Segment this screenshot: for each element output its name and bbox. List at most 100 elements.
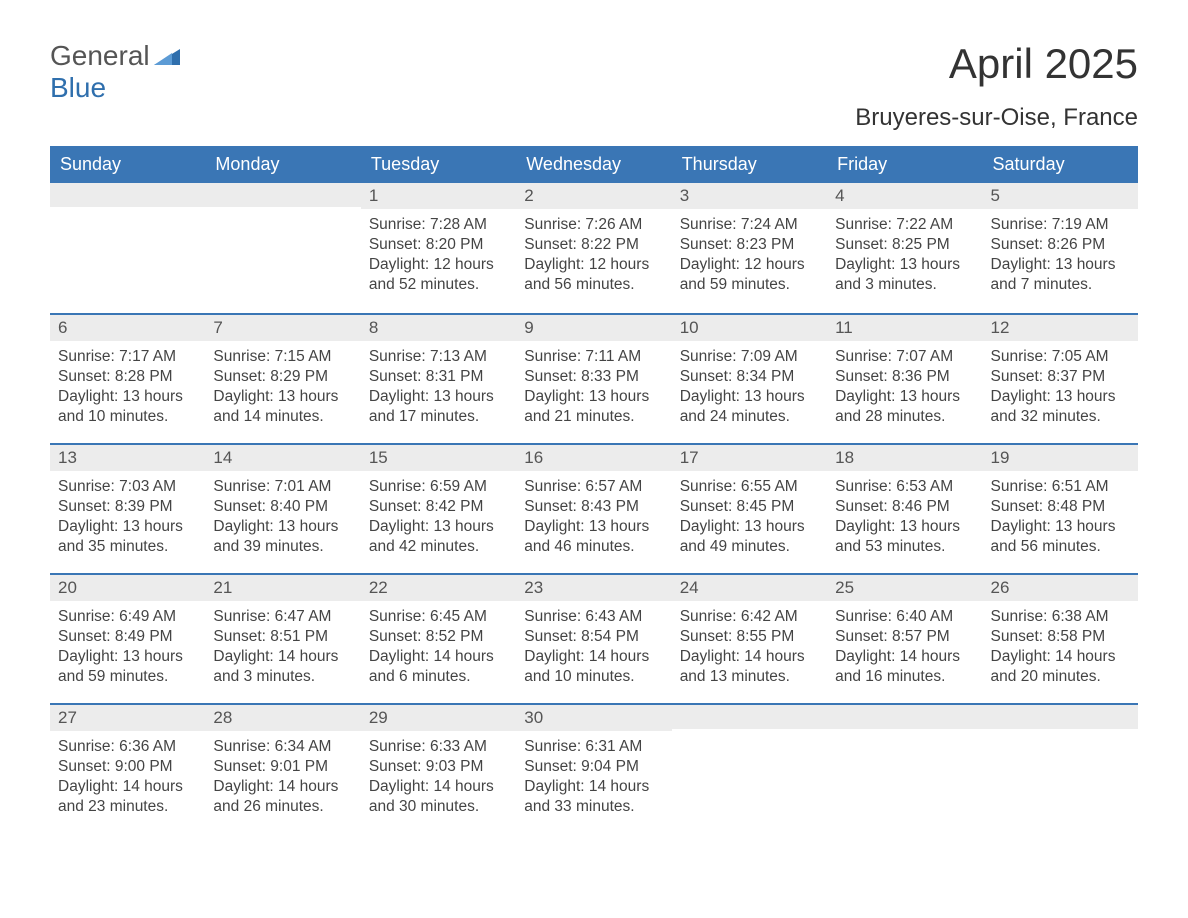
daylight-line1: Daylight: 14 hours [213, 777, 352, 797]
day-number: 30 [516, 703, 671, 731]
sunrise-line: Sunrise: 7:28 AM [369, 215, 508, 235]
day-number: 17 [672, 443, 827, 471]
calendar-cell [672, 703, 827, 833]
sunset-line: Sunset: 8:54 PM [524, 627, 663, 647]
sunrise-line: Sunrise: 6:53 AM [835, 477, 974, 497]
calendar-cell: 4Sunrise: 7:22 AMSunset: 8:25 PMDaylight… [827, 183, 982, 313]
daylight-line1: Daylight: 12 hours [680, 255, 819, 275]
sunrise-line: Sunrise: 6:31 AM [524, 737, 663, 757]
calendar-cell: 19Sunrise: 6:51 AMSunset: 8:48 PMDayligh… [983, 443, 1138, 573]
calendar-cell: 12Sunrise: 7:05 AMSunset: 8:37 PMDayligh… [983, 313, 1138, 443]
calendar-cell: 14Sunrise: 7:01 AMSunset: 8:40 PMDayligh… [205, 443, 360, 573]
daylight-line2: and 32 minutes. [991, 407, 1130, 427]
sunset-line: Sunset: 9:03 PM [369, 757, 508, 777]
day-number: 13 [50, 443, 205, 471]
day-number: 26 [983, 573, 1138, 601]
day-details: Sunrise: 7:13 AMSunset: 8:31 PMDaylight:… [361, 341, 516, 438]
sunset-line: Sunset: 8:37 PM [991, 367, 1130, 387]
day-details: Sunrise: 7:15 AMSunset: 8:29 PMDaylight:… [205, 341, 360, 438]
calendar-cell: 2Sunrise: 7:26 AMSunset: 8:22 PMDaylight… [516, 183, 671, 313]
daylight-line1: Daylight: 13 hours [369, 517, 508, 537]
calendar-cell: 29Sunrise: 6:33 AMSunset: 9:03 PMDayligh… [361, 703, 516, 833]
daylight-line1: Daylight: 13 hours [835, 255, 974, 275]
day-number: 14 [205, 443, 360, 471]
daylight-line1: Daylight: 13 hours [835, 517, 974, 537]
col-sunday: Sunday [50, 146, 205, 183]
day-details: Sunrise: 7:24 AMSunset: 8:23 PMDaylight:… [672, 209, 827, 306]
sunset-line: Sunset: 8:39 PM [58, 497, 197, 517]
sunrise-line: Sunrise: 7:22 AM [835, 215, 974, 235]
brand-word2: Blue [50, 72, 106, 104]
calendar-week-row: 13Sunrise: 7:03 AMSunset: 8:39 PMDayligh… [50, 443, 1138, 573]
day-details: Sunrise: 6:42 AMSunset: 8:55 PMDaylight:… [672, 601, 827, 698]
calendar-cell: 10Sunrise: 7:09 AMSunset: 8:34 PMDayligh… [672, 313, 827, 443]
sunrise-line: Sunrise: 6:47 AM [213, 607, 352, 627]
daylight-line1: Daylight: 14 hours [369, 647, 508, 667]
day-details: Sunrise: 6:31 AMSunset: 9:04 PMDaylight:… [516, 731, 671, 828]
daylight-line2: and 6 minutes. [369, 667, 508, 687]
col-thursday: Thursday [672, 146, 827, 183]
sunrise-line: Sunrise: 6:51 AM [991, 477, 1130, 497]
daylight-line1: Daylight: 14 hours [524, 647, 663, 667]
calendar-cell [827, 703, 982, 833]
sunset-line: Sunset: 8:58 PM [991, 627, 1130, 647]
day-number: 8 [361, 313, 516, 341]
daylight-line2: and 3 minutes. [213, 667, 352, 687]
sunset-line: Sunset: 8:29 PM [213, 367, 352, 387]
day-details: Sunrise: 6:51 AMSunset: 8:48 PMDaylight:… [983, 471, 1138, 568]
day-details: Sunrise: 7:03 AMSunset: 8:39 PMDaylight:… [50, 471, 205, 568]
col-tuesday: Tuesday [361, 146, 516, 183]
day-number: 25 [827, 573, 982, 601]
calendar-week-row: 6Sunrise: 7:17 AMSunset: 8:28 PMDaylight… [50, 313, 1138, 443]
day-details: Sunrise: 7:26 AMSunset: 8:22 PMDaylight:… [516, 209, 671, 306]
daylight-line1: Daylight: 13 hours [369, 387, 508, 407]
calendar-cell [205, 183, 360, 313]
day-number: 9 [516, 313, 671, 341]
day-number: 21 [205, 573, 360, 601]
sunrise-line: Sunrise: 6:42 AM [680, 607, 819, 627]
daylight-line1: Daylight: 13 hours [524, 517, 663, 537]
empty-day-header [827, 703, 982, 729]
day-number: 11 [827, 313, 982, 341]
day-number: 7 [205, 313, 360, 341]
sunset-line: Sunset: 8:28 PM [58, 367, 197, 387]
daylight-line2: and 21 minutes. [524, 407, 663, 427]
sunset-line: Sunset: 8:25 PM [835, 235, 974, 255]
logo-triangle-icon [154, 40, 180, 72]
sunset-line: Sunset: 8:57 PM [835, 627, 974, 647]
day-number: 6 [50, 313, 205, 341]
day-details: Sunrise: 6:57 AMSunset: 8:43 PMDaylight:… [516, 471, 671, 568]
day-number: 15 [361, 443, 516, 471]
sunset-line: Sunset: 8:45 PM [680, 497, 819, 517]
sunset-line: Sunset: 8:49 PM [58, 627, 197, 647]
day-details: Sunrise: 6:49 AMSunset: 8:49 PMDaylight:… [50, 601, 205, 698]
day-number: 19 [983, 443, 1138, 471]
daylight-line1: Daylight: 14 hours [369, 777, 508, 797]
day-details: Sunrise: 7:05 AMSunset: 8:37 PMDaylight:… [983, 341, 1138, 438]
daylight-line1: Daylight: 14 hours [524, 777, 663, 797]
calendar-cell: 1Sunrise: 7:28 AMSunset: 8:20 PMDaylight… [361, 183, 516, 313]
day-details: Sunrise: 6:34 AMSunset: 9:01 PMDaylight:… [205, 731, 360, 828]
day-number: 5 [983, 183, 1138, 209]
daylight-line2: and 20 minutes. [991, 667, 1130, 687]
daylight-line2: and 23 minutes. [58, 797, 197, 817]
daylight-line2: and 24 minutes. [680, 407, 819, 427]
daylight-line1: Daylight: 14 hours [680, 647, 819, 667]
day-details: Sunrise: 7:22 AMSunset: 8:25 PMDaylight:… [827, 209, 982, 306]
empty-day-header [50, 183, 205, 207]
day-number: 29 [361, 703, 516, 731]
calendar-cell: 7Sunrise: 7:15 AMSunset: 8:29 PMDaylight… [205, 313, 360, 443]
sunset-line: Sunset: 8:48 PM [991, 497, 1130, 517]
sunrise-line: Sunrise: 7:07 AM [835, 347, 974, 367]
sunset-line: Sunset: 8:22 PM [524, 235, 663, 255]
daylight-line2: and 46 minutes. [524, 537, 663, 557]
sunset-line: Sunset: 8:33 PM [524, 367, 663, 387]
calendar-cell: 3Sunrise: 7:24 AMSunset: 8:23 PMDaylight… [672, 183, 827, 313]
day-details: Sunrise: 6:43 AMSunset: 8:54 PMDaylight:… [516, 601, 671, 698]
sunset-line: Sunset: 8:40 PM [213, 497, 352, 517]
sunrise-line: Sunrise: 7:03 AM [58, 477, 197, 497]
day-details: Sunrise: 6:59 AMSunset: 8:42 PMDaylight:… [361, 471, 516, 568]
daylight-line1: Daylight: 13 hours [58, 517, 197, 537]
sunrise-line: Sunrise: 6:59 AM [369, 477, 508, 497]
day-number: 16 [516, 443, 671, 471]
